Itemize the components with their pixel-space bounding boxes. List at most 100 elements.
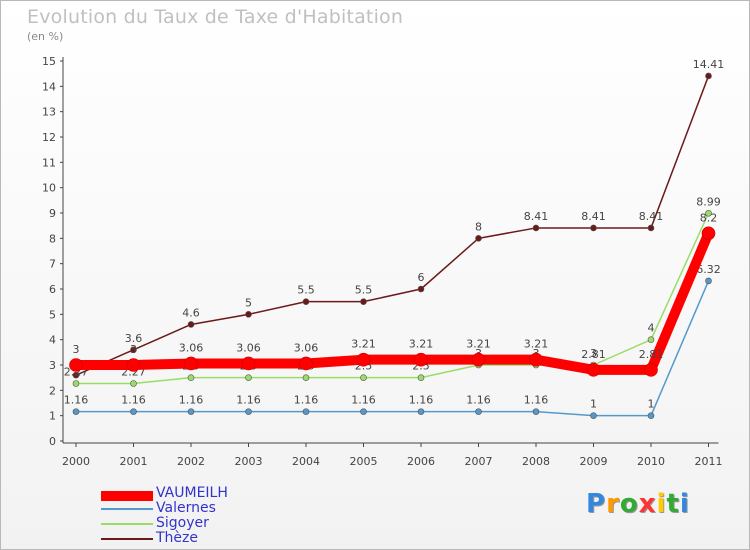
data-label-th-ze: 5 <box>245 296 252 309</box>
data-label-th-ze: 8 <box>475 220 482 233</box>
data-label-vaumeilh: 3.21 <box>466 338 491 351</box>
data-point-valernes <box>647 412 655 419</box>
y-axis-unit: (en %) <box>27 30 64 43</box>
legend-label-valernes: Valernes <box>156 500 216 516</box>
data-point-valernes <box>302 408 310 415</box>
data-point-th-ze <box>302 298 310 305</box>
data-label-vaumeilh: 3.06 <box>294 341 319 354</box>
data-point-th-ze <box>245 311 252 318</box>
logo-letter: x <box>638 489 657 519</box>
data-point-th-ze <box>475 235 482 242</box>
data-point-sigoyer <box>187 374 195 381</box>
data-label-th-ze: 4.6 <box>182 306 200 319</box>
x-tick-label: 2007 <box>465 455 493 468</box>
y-tick-label: 12 <box>42 131 56 144</box>
data-label-vaumeilh: 3.06 <box>179 341 204 354</box>
x-tick-label: 2003 <box>235 455 263 468</box>
data-point-sigoyer <box>417 374 425 381</box>
y-tick-label: 2 <box>49 384 56 397</box>
data-label-th-ze: 3.6 <box>125 332 143 345</box>
data-point-vaumeilh <box>69 358 83 372</box>
data-point-valernes <box>130 408 137 415</box>
series-line-valernes <box>76 280 710 417</box>
data-point-th-ze <box>130 346 137 354</box>
data-label-vaumeilh: 3.06 <box>236 341 261 354</box>
data-point-vaumeilh <box>529 352 543 367</box>
data-label-vaumeilh: 8.2 <box>700 211 718 224</box>
data-label-valernes: 1.16 <box>351 394 376 407</box>
y-tick-label: 9 <box>49 207 56 220</box>
x-tick-label: 2002 <box>177 455 205 468</box>
data-label-th-ze: 5.5 <box>355 284 373 297</box>
data-point-vaumeilh <box>586 363 601 377</box>
data-label-valernes: 6.32 <box>696 263 721 276</box>
y-tick-label: 10 <box>42 182 56 195</box>
legend-swatch-sigoyer <box>101 523 153 525</box>
logo-letter: t <box>666 489 680 519</box>
data-point-valernes <box>360 408 367 415</box>
data-point-th-ze <box>417 285 425 293</box>
data-label-th-ze: 14.41 <box>693 58 725 71</box>
data-point-valernes <box>72 408 80 415</box>
y-tick-label: 6 <box>49 283 56 296</box>
data-point-th-ze <box>187 321 195 328</box>
data-point-th-ze <box>360 298 367 305</box>
legend-label-theze: Thèze <box>156 530 198 546</box>
data-label-th-ze: 8.41 <box>524 210 549 223</box>
data-label-valernes: 1.16 <box>409 394 434 407</box>
data-point-valernes <box>590 412 597 419</box>
data-label-valernes: 1 <box>648 398 655 411</box>
data-point-sigoyer <box>302 374 310 381</box>
data-label-th-ze: 8.41 <box>639 210 664 223</box>
y-tick-label: 8 <box>49 232 56 245</box>
data-point-th-ze <box>590 224 597 232</box>
data-point-vaumeilh <box>184 356 198 371</box>
logo-letter: P <box>586 489 607 519</box>
data-point-vaumeilh <box>126 358 141 372</box>
data-point-valernes <box>245 408 252 415</box>
data-point-valernes <box>187 408 195 415</box>
legend-label-sigoyer: Sigoyer <box>156 515 209 531</box>
data-point-th-ze <box>705 72 712 80</box>
data-label-th-ze: 6 <box>418 271 425 284</box>
data-point-sigoyer <box>705 209 712 217</box>
data-label-vaumeilh: 3 <box>73 343 80 356</box>
y-tick-label: 15 <box>42 55 56 68</box>
data-point-valernes <box>417 408 425 415</box>
legend-swatch-theze <box>101 538 153 540</box>
series-line-sigoyer <box>76 212 710 385</box>
logo-letter: r <box>606 489 620 519</box>
data-point-th-ze <box>532 224 540 232</box>
logo-letter: o <box>619 489 639 519</box>
chart-title: Evolution du Taux de Taxe d'Habitation <box>27 6 404 28</box>
legend-swatch-valernes <box>101 508 153 510</box>
data-point-vaumeilh <box>644 363 658 377</box>
data-label-th-ze: 8.41 <box>581 210 606 223</box>
data-label-sigoyer: 8.99 <box>696 195 721 208</box>
data-point-sigoyer <box>245 374 252 381</box>
logo-letter: i <box>656 489 667 519</box>
data-point-valernes <box>475 408 482 415</box>
data-label-sigoyer: 3 <box>590 347 597 360</box>
x-tick-label: 2010 <box>637 455 665 468</box>
data-label-vaumeilh: 3 <box>130 343 137 356</box>
data-point-vaumeilh <box>471 352 486 367</box>
y-tick-label: 0 <box>49 435 56 448</box>
y-tick-label: 11 <box>42 156 56 169</box>
data-label-th-ze: 5.5 <box>297 284 315 297</box>
data-point-sigoyer <box>130 380 137 387</box>
x-tick-label: 2005 <box>350 455 378 468</box>
series-line-th-ze <box>75 75 710 376</box>
x-tick-label: 2000 <box>62 455 90 468</box>
data-label-vaumeilh: 2.81 <box>639 348 664 361</box>
data-point-valernes <box>532 408 540 415</box>
y-tick-label: 3 <box>49 359 56 372</box>
x-tick-label: 2004 <box>292 455 320 468</box>
y-tick-label: 4 <box>49 334 56 347</box>
data-point-vaumeilh <box>241 356 256 371</box>
data-label-valernes: 1.16 <box>64 394 89 407</box>
proxiti-logo: Proxiti <box>586 489 690 519</box>
x-tick-label: 2009 <box>580 455 608 468</box>
